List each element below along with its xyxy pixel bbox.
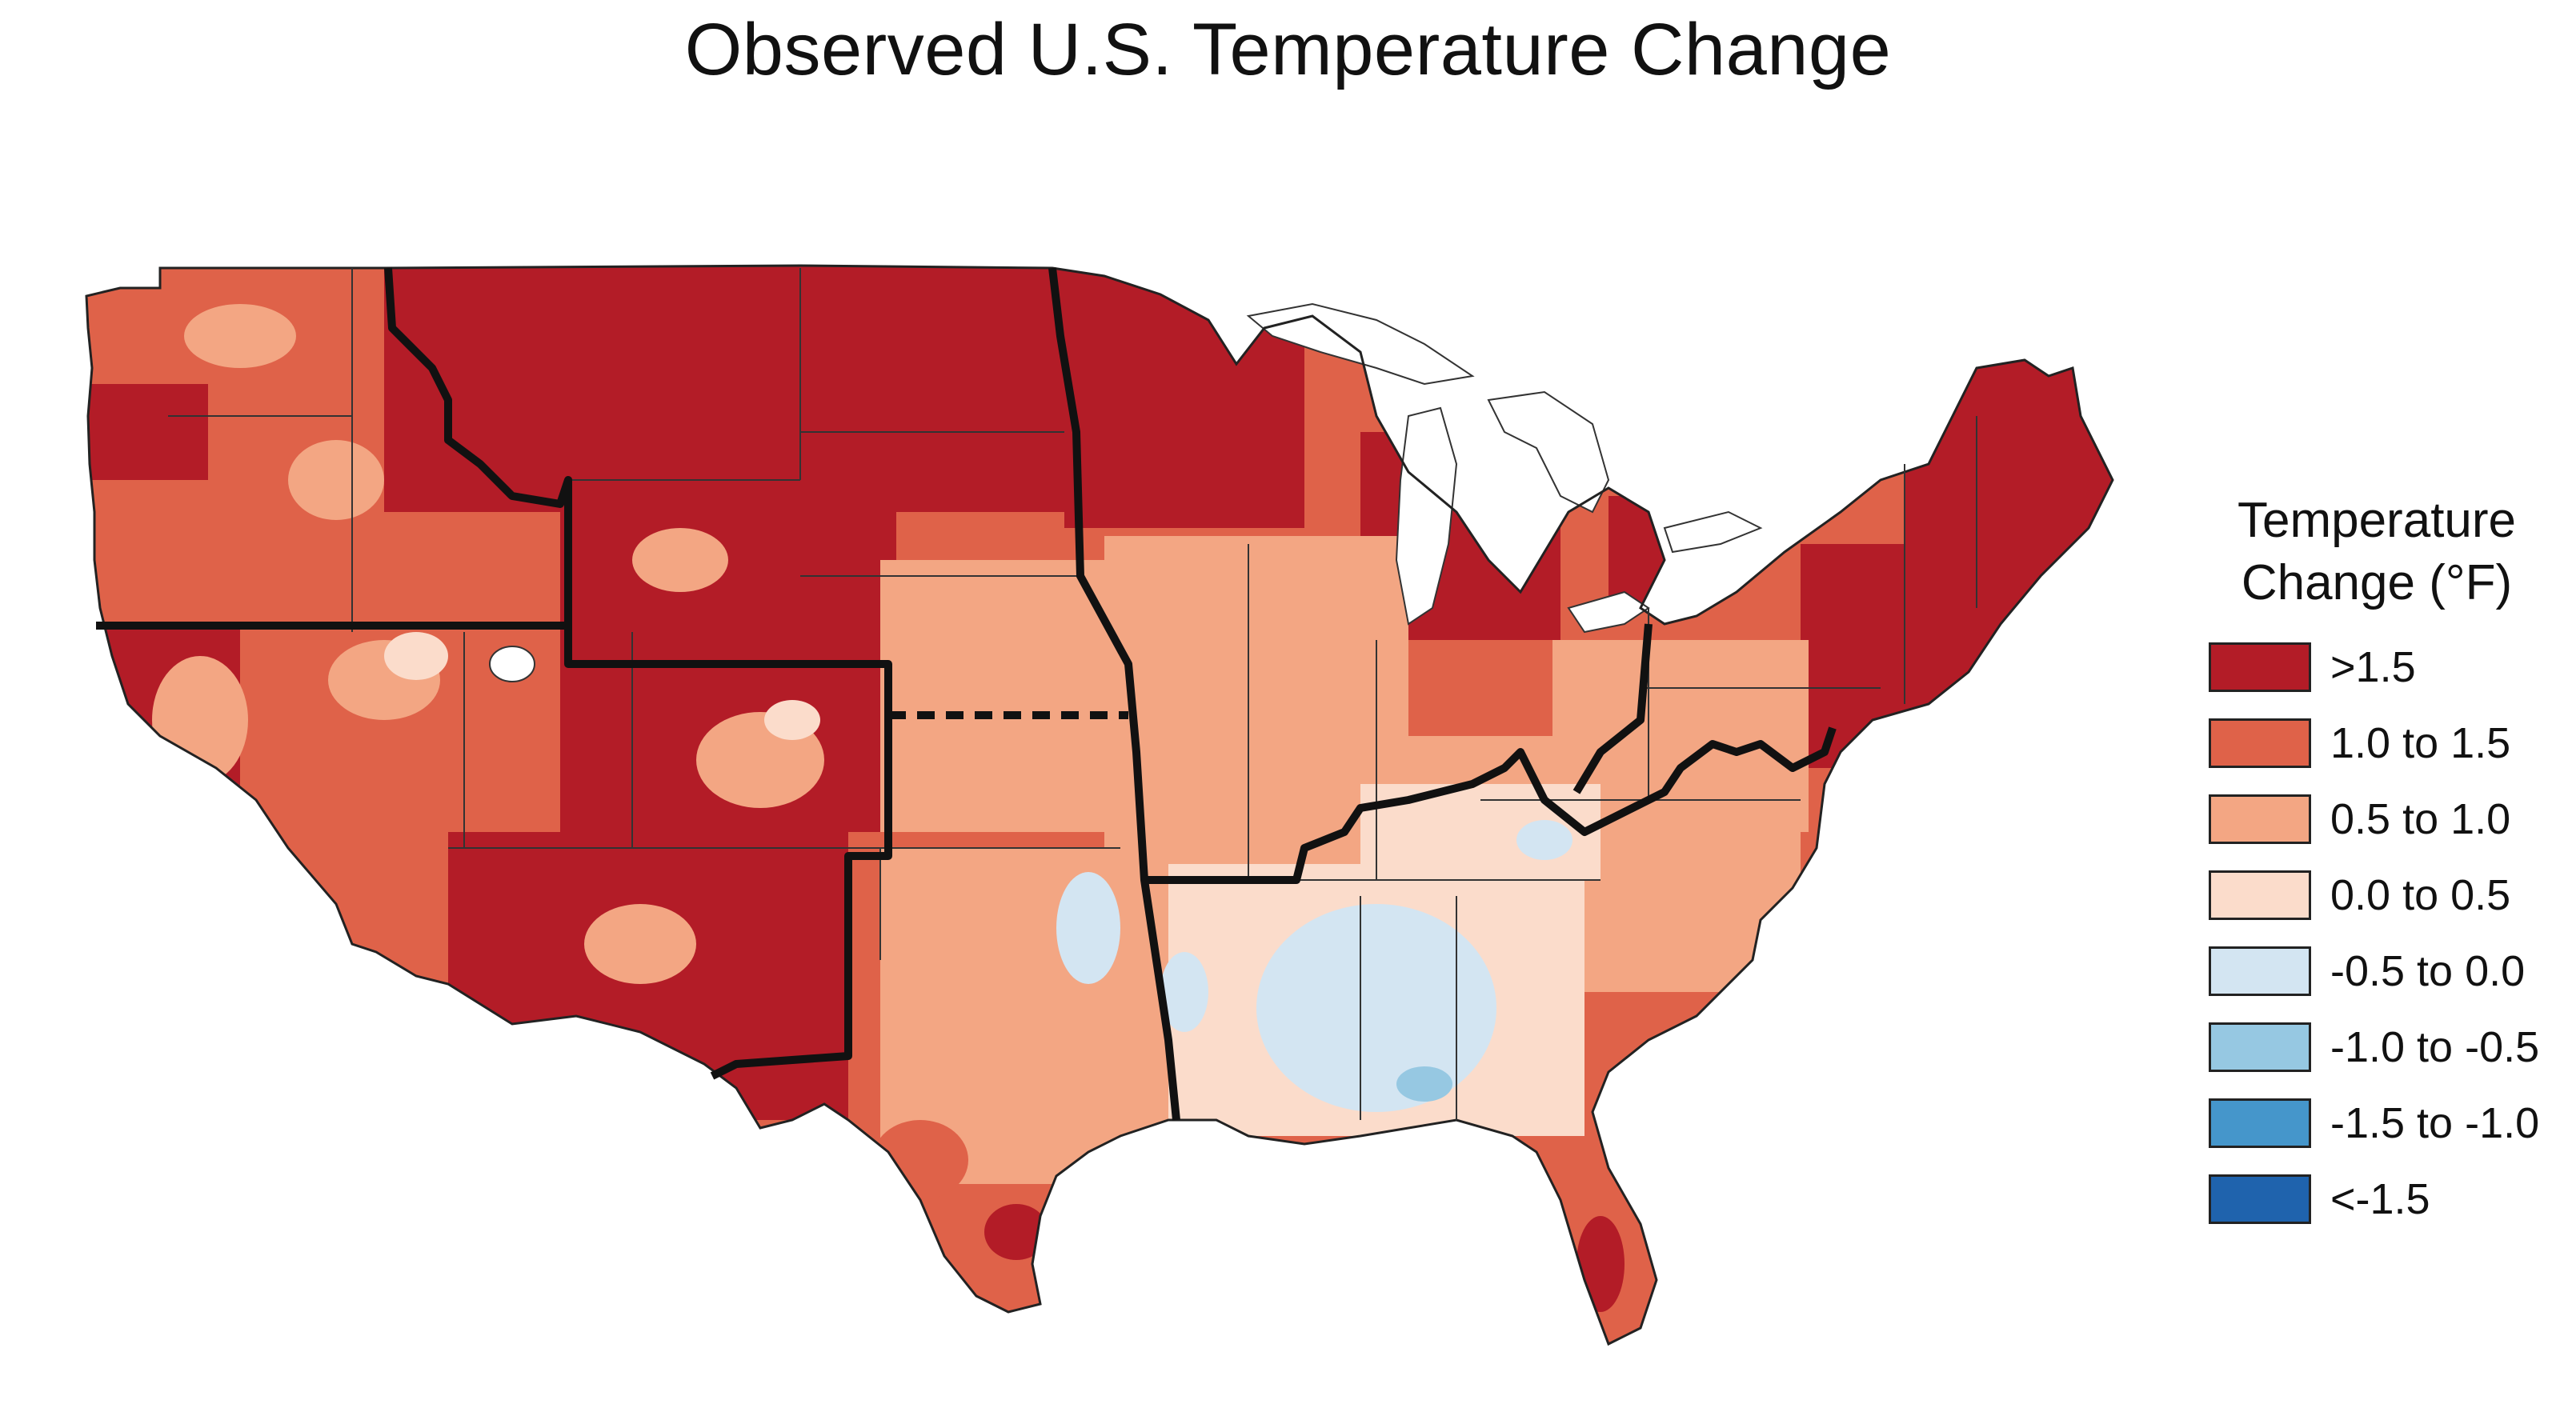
- legend-label: -1.0 to -0.5: [2330, 1022, 2540, 1071]
- legend-title: Temperature Change (°F): [2237, 493, 2517, 610]
- legend-label: -1.5 to -1.0: [2330, 1098, 2540, 1147]
- legend-swatch: [2209, 946, 2311, 996]
- legend-items: >1.5 1.0 to 1.5 0.5 to 1.0 0.0 to 0.5 -0…: [2209, 629, 2561, 1237]
- legend-swatch: [2209, 718, 2311, 768]
- legend-swatch: [2209, 1022, 2311, 1072]
- legend-label: 1.0 to 1.5: [2330, 718, 2511, 767]
- legend-item: <-1.5: [2209, 1161, 2561, 1237]
- legend-item: >1.5: [2209, 629, 2561, 705]
- legend-item: -1.0 to -0.5: [2209, 1009, 2561, 1085]
- legend-label: 0.5 to 1.0: [2330, 794, 2511, 843]
- legend-swatch: [2209, 870, 2311, 920]
- legend-label: -0.5 to 0.0: [2330, 946, 2526, 995]
- region-boundaries: [96, 267, 1837, 1121]
- legend-label: 0.0 to 0.5: [2330, 870, 2511, 919]
- legend-label: <-1.5: [2330, 1174, 2430, 1223]
- state-borders: [104, 268, 1977, 1120]
- legend-label: >1.5: [2330, 642, 2416, 691]
- map-fill: [85, 264, 2114, 1346]
- legend-item: -0.5 to 0.0: [2209, 933, 2561, 1009]
- legend-swatch: [2209, 794, 2311, 844]
- legend-swatch: [2209, 1174, 2311, 1224]
- map-title: Observed U.S. Temperature Change: [684, 9, 1892, 90]
- legend-item: -1.5 to -1.0: [2209, 1085, 2561, 1161]
- legend-item: 0.0 to 0.5: [2209, 857, 2561, 933]
- legend-swatch: [2209, 642, 2311, 692]
- legend-item: 0.5 to 1.0: [2209, 781, 2561, 857]
- legend-item: 1.0 to 1.5: [2209, 705, 2561, 781]
- legend-swatch: [2209, 1098, 2311, 1148]
- legend: Temperature Change (°F) >1.5 1.0 to 1.5 …: [2209, 490, 2561, 1237]
